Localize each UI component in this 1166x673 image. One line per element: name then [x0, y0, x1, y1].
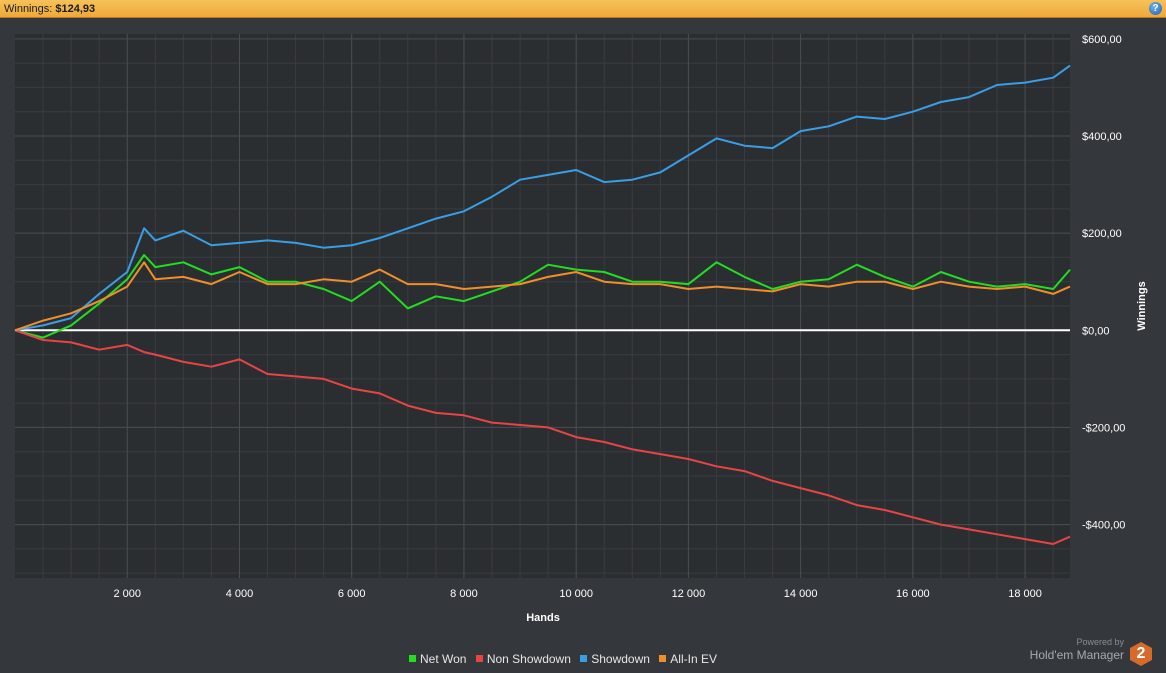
x-tick-label: 2 000 — [113, 588, 141, 600]
x-tick-label: 18 000 — [1008, 588, 1042, 600]
powered-by-label: Powered by — [1076, 637, 1124, 647]
x-tick-label: 12 000 — [672, 588, 706, 600]
legend: Net Won Non Showdown Showdown All-In EV — [0, 652, 1126, 666]
legend-swatch-all-in-ev — [659, 655, 667, 662]
legend-item-non-showdown[interactable]: Non Showdown — [475, 652, 571, 666]
legend-label-showdown: Showdown — [591, 652, 650, 666]
legend-label-non-showdown: Non Showdown — [486, 652, 571, 666]
net-won-line — [14, 254, 1071, 339]
x-tick-label: 6 000 — [338, 588, 366, 600]
branding: Powered by Hold'em Manager 2 — [1024, 637, 1154, 667]
x-tick-label: 10 000 — [559, 588, 593, 600]
winnings-value: $124,93 — [55, 3, 96, 15]
x-tick-labels: 2 000 4 000 6 000 8 000 10 000 12 000 14 000 16… — [113, 588, 1041, 600]
legend-item-all-in-ev[interactable]: All-In EV — [659, 652, 717, 666]
minor-grid — [15, 34, 1070, 578]
legend-label-all-in-ev: All-In EV — [670, 652, 717, 666]
all-in-ev-line — [14, 261, 1071, 332]
winnings-label: Winnings: — [4, 3, 53, 15]
y-tick-label: -$200,00 — [1082, 422, 1125, 434]
legend-item-net-won[interactable]: Net Won — [409, 652, 466, 666]
legend-swatch-showdown — [580, 655, 588, 662]
y-axis-title: Winnings — [1136, 281, 1148, 330]
non-showdown-line — [14, 329, 1071, 545]
product-name: Hold'em Manager — [1029, 648, 1124, 662]
hem2-logo-icon: 2 — [1130, 642, 1152, 666]
showdown-line — [14, 64, 1071, 332]
y-tick-label: -$400,00 — [1082, 520, 1125, 532]
y-tick-label: $400,00 — [1082, 131, 1122, 143]
x-tick-label: 14 000 — [784, 588, 818, 600]
x-tick-label: 8 000 — [450, 588, 478, 600]
x-tick-label: 4 000 — [226, 588, 254, 600]
x-tick-label: 16 000 — [896, 588, 930, 600]
winnings-summary: Winnings: $124,93 — [4, 2, 95, 16]
legend-swatch-net-won — [409, 655, 417, 662]
question-icon[interactable]: ? — [1149, 2, 1162, 15]
legend-label-net-won: Net Won — [420, 652, 467, 666]
y-tick-label: $600,00 — [1082, 34, 1122, 46]
major-grid — [15, 34, 1070, 578]
top-bar: Winnings: $124,93 ? — [0, 0, 1166, 18]
x-axis-title: Hands — [526, 612, 560, 624]
y-tick-label: $200,00 — [1082, 228, 1122, 240]
legend-item-showdown[interactable]: Showdown — [580, 652, 650, 666]
series-group — [14, 64, 1071, 545]
y-tick-label: $0,00 — [1082, 325, 1110, 337]
y-tick-labels: $600,00 $400,00 $200,00 $0,00 -$200,00 -$400,… — [1082, 34, 1125, 532]
legend-swatch-non-showdown — [475, 655, 483, 662]
